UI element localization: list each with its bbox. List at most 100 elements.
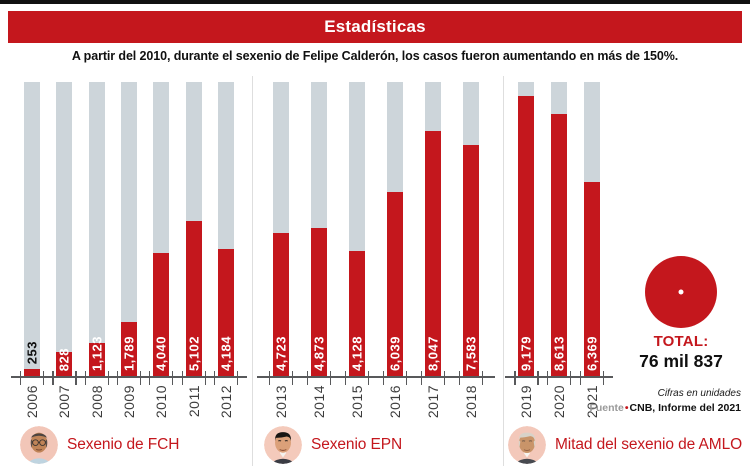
bar-value-label: 4,128: [349, 335, 365, 371]
bar-group-amlo: 9,179 2019 8,613 2020 6,369 2021: [505, 82, 613, 422]
bar-background: [24, 82, 41, 377]
source-bullet-icon: •: [624, 402, 629, 414]
caption-row: Sexenio de FCH Sexenio EPN: [0, 424, 750, 466]
bar-slot-2019: 9,179 2019: [510, 82, 543, 418]
bar-value-label: 4,723: [273, 335, 289, 371]
bar-slot-2007: 828 2007: [48, 82, 80, 418]
total-value: 76 mil 837: [639, 351, 723, 371]
bar-value-fill: [551, 114, 567, 377]
bubble-center-dot-icon: [678, 289, 684, 295]
epn-portrait-icon: [264, 426, 302, 464]
bars-row-epn: 4,723 2013 4,873 2014 4,128 2015 6,039 2016 8,04…: [262, 82, 490, 418]
bar-value-label: 1,123: [89, 335, 105, 371]
year-tick-label: 2016: [387, 385, 403, 419]
bar-value-label: 8,613: [551, 335, 567, 371]
page-title: Estadísticas: [324, 17, 426, 36]
fch-portrait-icon: [20, 426, 58, 464]
year-tick-label: 2017: [425, 385, 441, 419]
bars-row-fch: 253 2006 828 2007 1,123 2008 1,789 2009 4,040 201…: [16, 82, 242, 418]
total-block: TOTAL: 76 mil 837: [601, 333, 750, 372]
bar-value-fill: [120, 322, 137, 377]
avatar-fch: [20, 426, 58, 464]
units-note: Cifras en unidades: [657, 388, 741, 399]
bar-value-label: 8,047: [425, 335, 441, 371]
bar-value-fill: [463, 145, 479, 377]
year-tick-label: 2018: [463, 385, 479, 419]
caption-label-fch: Sexenio de FCH: [67, 436, 180, 453]
bar-group-fch: 253 2006 828 2007 1,123 2008 1,789 2009 4,040 201…: [11, 82, 247, 422]
source-text: CNB, Informe del 2021: [629, 402, 741, 414]
year-tick-label: 2006: [24, 385, 41, 419]
bar-value-fill: [311, 228, 327, 377]
bar-slot-2017: 8,047 2017: [414, 82, 452, 418]
avatar-epn: [264, 426, 302, 464]
avatar-amlo: [508, 426, 546, 464]
bar-value-fill: [273, 233, 289, 377]
caption-label-epn: Sexenio EPN: [311, 436, 403, 453]
bar-slot-2009: 1,789 2009: [113, 82, 145, 418]
bar-value-label: 9,179: [518, 335, 534, 371]
page-title-banner: Estadísticas: [8, 11, 742, 43]
bar-value-fill: [24, 369, 41, 377]
bar-slot-2008: 1,123 2008: [81, 82, 113, 418]
bar-value-fill: [518, 96, 535, 377]
x-axis-epn: [257, 376, 495, 378]
bar-value-label: 7,583: [463, 335, 479, 371]
year-tick-label: 2020: [551, 385, 567, 419]
bar-value-fill: [88, 343, 105, 377]
year-tick-label: 2007: [56, 385, 73, 419]
bar-slot-2012: 4,184 2012: [210, 82, 242, 418]
bar-value-label: 1,789: [121, 335, 137, 371]
year-tick-label: 2012: [217, 385, 234, 419]
bar-value-fill: [349, 251, 365, 377]
caption-fch: Sexenio de FCH: [20, 424, 179, 466]
top-border-rule: [0, 0, 750, 4]
total-label: TOTAL:: [653, 333, 709, 350]
bar-value-label: 4,040: [153, 335, 169, 371]
bar-slot-2016: 6,039 2016: [376, 82, 414, 418]
bar-value-label: 253: [24, 340, 40, 364]
caption-label-amlo: Mitad del sexenio de AMLO: [555, 436, 743, 453]
source-prefix: Fuente: [589, 402, 624, 414]
total-bubble: [645, 256, 717, 328]
year-tick-label: 2014: [311, 385, 327, 419]
year-tick-label: 2009: [120, 385, 137, 419]
bar-value-label: 6,039: [387, 335, 403, 371]
x-axis-fch: [11, 376, 247, 378]
bar-slot-2013: 4,723 2013: [262, 82, 300, 418]
source-line: Fuente•CNB, Informe del 2021: [589, 402, 741, 414]
bar-value-fill: [583, 182, 600, 377]
caption-amlo: Mitad del sexenio de AMLO: [508, 424, 742, 466]
bar-chart: 253 2006 828 2007 1,123 2008 1,789 2009 4,040 201…: [0, 76, 750, 466]
bar-value-fill: [387, 192, 403, 377]
chart-subtitle: A partir del 2010, durante el sexenio de…: [71, 49, 679, 63]
bar-value-fill: [217, 249, 234, 377]
bar-value-label: 4,184: [218, 335, 234, 371]
bar-slot-2021: 6,369 2021: [575, 82, 608, 418]
year-tick-label: 2008: [88, 385, 105, 419]
bar-value-fill: [153, 253, 170, 377]
bar-background: [88, 82, 105, 377]
bar-slot-2014: 4,873 2014: [300, 82, 338, 418]
year-tick-label: 2015: [349, 385, 365, 419]
x-axis-amlo: [505, 376, 613, 378]
bar-value-fill: [56, 352, 73, 377]
bar-value-label: 5,102: [186, 335, 202, 371]
bar-background: [120, 82, 137, 377]
bar-slot-2011: 5,102 2011: [177, 82, 209, 417]
bar-slot-2018: 7,583 2018: [452, 82, 490, 418]
bars-row-amlo: 9,179 2019 8,613 2020 6,369 2021: [510, 82, 608, 418]
bar-value-label: 4,873: [311, 335, 327, 371]
bar-background: [56, 82, 73, 377]
bar-value-label: 828: [56, 347, 72, 371]
bar-slot-2010: 4,040 2010: [145, 82, 177, 418]
bar-slot-2006: 253 2006: [16, 82, 48, 418]
bar-slot-2015: 4,128 2015: [338, 82, 376, 418]
group-separator-2: [503, 76, 504, 466]
year-tick-label: 2013: [273, 385, 289, 419]
bar-slot-2020: 8,613 2020: [543, 82, 576, 418]
year-tick-label: 2019: [518, 385, 535, 419]
amlo-portrait-icon: [508, 426, 546, 464]
group-separator-1: [252, 76, 253, 466]
bar-value-fill: [425, 131, 441, 377]
